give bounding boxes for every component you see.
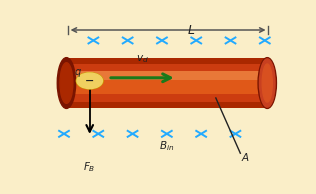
Ellipse shape (262, 64, 272, 102)
Bar (66, 64, 267, 102)
Text: A: A (242, 153, 249, 163)
Ellipse shape (57, 58, 76, 108)
Text: $B_{in}$: $B_{in}$ (159, 140, 174, 153)
Ellipse shape (259, 59, 275, 107)
Ellipse shape (60, 63, 73, 103)
Circle shape (76, 73, 103, 89)
Ellipse shape (258, 58, 276, 108)
Text: $v_d$: $v_d$ (136, 53, 149, 65)
Bar (66, 71, 267, 81)
Bar (66, 58, 267, 108)
Text: $F_B$: $F_B$ (83, 160, 96, 174)
Text: q: q (74, 67, 81, 77)
Bar (66, 72, 267, 94)
Text: L: L (188, 23, 195, 36)
Circle shape (77, 73, 102, 88)
Text: −: − (85, 76, 94, 86)
